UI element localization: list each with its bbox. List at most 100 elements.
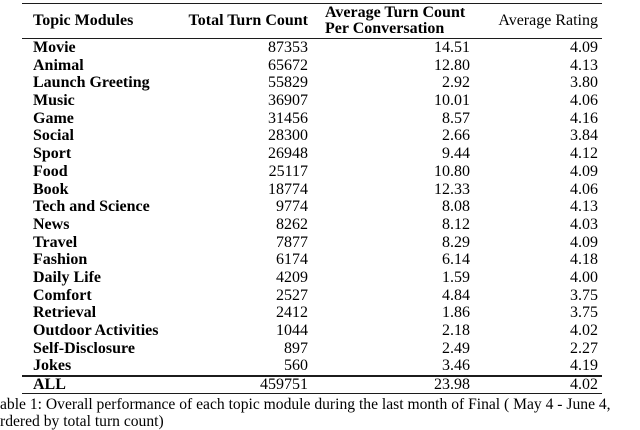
- cell-total-turn-count: 36907: [268, 92, 308, 110]
- table-row: Tech and Science 9774 8.08 4.13: [22, 198, 602, 216]
- table-footer-rule: [22, 375, 602, 378]
- cell-avg-rating: 4.09: [570, 39, 598, 56]
- results-table: Topic Modules Total Turn Count Average T…: [22, 3, 602, 394]
- cell-avg-turn-count: 8.08: [442, 198, 470, 216]
- cell-topic: Retrieval: [33, 304, 97, 322]
- table-row: Sport 26948 9.44 4.12: [22, 145, 602, 163]
- table-row: Social 28300 2.66 3.84: [22, 127, 602, 145]
- cell-topic: Self-Disclosure: [33, 339, 135, 357]
- cell-topic: Music: [33, 92, 75, 110]
- cell-topic: Fashion: [33, 251, 88, 269]
- cell-topic: Jokes: [33, 357, 72, 375]
- cell-total-turn-count: 25117: [268, 162, 308, 180]
- cell-topic: Food: [33, 162, 68, 180]
- cell-avg-turn-count: 3.46: [442, 357, 470, 375]
- table-bottom-rule: [22, 392, 602, 394]
- cell-total-turn-count: 8262: [276, 215, 308, 233]
- cell-topic: Animal: [33, 56, 84, 74]
- cell-total-turn-count: 560: [284, 357, 308, 375]
- cell-total-turn-count: 2527: [276, 286, 308, 304]
- cell-topic: Outdoor Activities: [33, 322, 159, 339]
- table-footer-row: ALL 459751 23.98 4.02: [22, 377, 602, 393]
- col-header-topic-modules: Topic Modules: [33, 12, 134, 29]
- table-row: Launch Greeting 55829 2.92 3.80: [22, 74, 602, 92]
- cell-avg-rating: 3.80: [570, 74, 598, 92]
- cell-total-turn-count: 55829: [268, 74, 308, 92]
- table-row: Movie 87353 14.51 4.09: [22, 39, 602, 57]
- cell-avg-rating: 3.84: [570, 127, 598, 145]
- cell-topic: ALL: [33, 376, 66, 394]
- cell-avg-turn-count: 12.80: [434, 56, 470, 74]
- cell-total-turn-count: 65672: [268, 56, 308, 74]
- col-header-average-rating: Average Rating: [498, 12, 598, 29]
- cell-total-turn-count: 28300: [268, 127, 308, 145]
- cell-total-turn-count: 6174: [276, 251, 308, 269]
- cell-total-turn-count: 897: [284, 339, 308, 357]
- cell-avg-turn-count: 8.12: [442, 215, 470, 233]
- cell-avg-rating: 4.02: [570, 376, 598, 394]
- cell-total-turn-count: 9774: [276, 198, 308, 216]
- cell-avg-turn-count: 1.86: [442, 304, 470, 322]
- cell-avg-turn-count: 6.14: [442, 251, 470, 269]
- cell-avg-turn-count: 23.98: [434, 376, 470, 394]
- cell-avg-rating: 4.03: [570, 215, 598, 233]
- cell-avg-turn-count: 10.80: [434, 162, 470, 180]
- cell-avg-rating: 4.09: [570, 162, 598, 180]
- col-header-total-turn-count: Total Turn Count: [188, 12, 308, 29]
- table-row: Self-Disclosure 897 2.49 2.27: [22, 340, 602, 358]
- cell-total-turn-count: 26948: [268, 145, 308, 163]
- table-row: Daily Life 4209 1.59 4.00: [22, 269, 602, 287]
- col-header-avg-turn-count-line2: Per Conversation: [325, 20, 445, 37]
- cell-topic: Travel: [33, 233, 78, 251]
- cell-avg-rating: 4.02: [570, 322, 598, 339]
- table-row: Travel 7877 8.29 4.09: [22, 234, 602, 252]
- cell-topic: Book: [33, 180, 69, 198]
- cell-avg-turn-count: 14.51: [434, 39, 470, 56]
- cell-avg-rating: 4.09: [570, 233, 598, 251]
- cell-topic: Tech and Science: [33, 198, 150, 216]
- cell-topic: Daily Life: [33, 268, 101, 286]
- table-row: Jokes 560 3.46 4.19: [22, 357, 602, 375]
- cell-total-turn-count: 459751: [260, 376, 308, 394]
- cell-topic: News: [33, 215, 70, 233]
- cell-avg-turn-count: 2.18: [442, 322, 470, 339]
- table-row: Food 25117 10.80 4.09: [22, 163, 602, 181]
- cell-avg-rating: 3.75: [570, 286, 598, 304]
- table-row: Comfort 2527 4.84 3.75: [22, 287, 602, 305]
- cell-avg-turn-count: 9.44: [442, 145, 470, 163]
- cell-total-turn-count: 7877: [276, 233, 308, 251]
- cell-topic: Sport: [33, 145, 72, 163]
- table-row: Game 31456 8.57 4.16: [22, 110, 602, 128]
- table-row: Book 18774 12.33 4.06: [22, 181, 602, 199]
- table-body: Movie 87353 14.51 4.09 Animal 65672 12.8…: [22, 39, 602, 375]
- cell-avg-rating: 4.06: [570, 92, 598, 110]
- cell-avg-turn-count: 12.33: [434, 180, 470, 198]
- table-row: Retrieval 2412 1.86 3.75: [22, 304, 602, 322]
- cell-avg-turn-count: 1.59: [442, 268, 470, 286]
- cell-total-turn-count: 2412: [276, 304, 308, 322]
- cell-avg-rating: 4.19: [570, 357, 598, 375]
- table-top-rule: [22, 3, 602, 4]
- table-header-rule: [22, 38, 602, 39]
- cell-avg-turn-count: 2.92: [442, 74, 470, 92]
- cell-topic: Game: [33, 109, 74, 127]
- cell-avg-rating: 4.18: [570, 251, 598, 269]
- cell-total-turn-count: 87353: [268, 39, 308, 56]
- cell-avg-rating: 2.27: [570, 339, 598, 357]
- cell-avg-turn-count: 10.01: [434, 92, 470, 110]
- col-header-avg-turn-count: Average Turn Count Per Conversation: [308, 5, 470, 37]
- cell-avg-turn-count: 8.29: [442, 233, 470, 251]
- cell-total-turn-count: 1044: [276, 322, 308, 339]
- cell-avg-turn-count: 2.66: [442, 127, 470, 145]
- cell-avg-rating: 3.75: [570, 304, 598, 322]
- cell-total-turn-count: 31456: [268, 109, 308, 127]
- table-row: Animal 65672 12.80 4.13: [22, 57, 602, 75]
- table-header-row: Topic Modules Total Turn Count Average T…: [22, 4, 602, 38]
- cell-topic: Social: [33, 127, 74, 145]
- cell-avg-rating: 4.16: [570, 109, 598, 127]
- caption-line-1: able 1: Overall performance of each topi…: [0, 396, 611, 413]
- table-row: Fashion 6174 6.14 4.18: [22, 251, 602, 269]
- cell-avg-turn-count: 2.49: [442, 339, 470, 357]
- cell-topic: Movie: [33, 39, 76, 56]
